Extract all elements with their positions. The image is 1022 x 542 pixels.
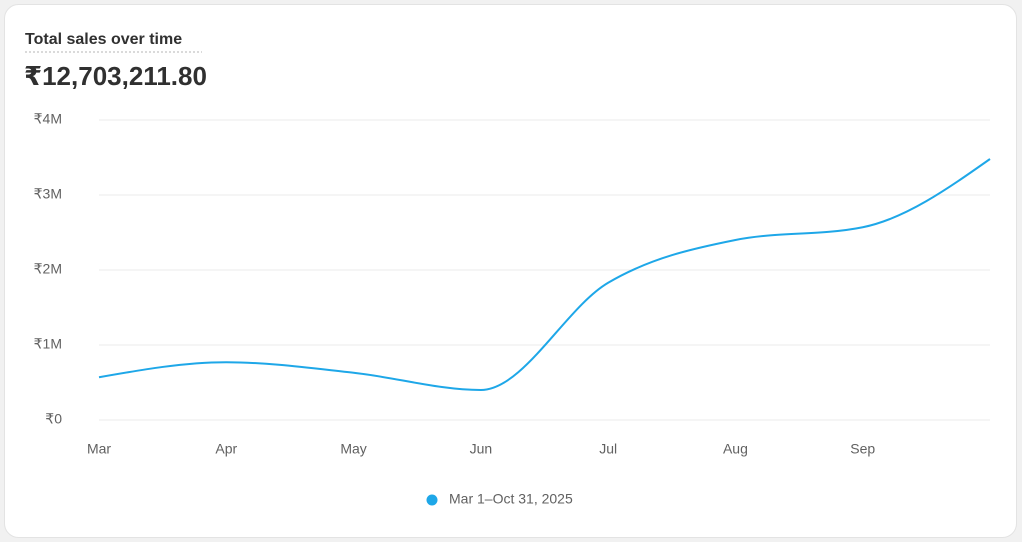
x-tick-label: Jul [599,441,617,457]
y-tick-label: ₹3M [34,186,62,202]
y-tick-label: ₹0 [45,411,62,427]
x-tick-label: Aug [723,441,748,457]
x-tick-label: Mar [87,441,111,457]
card [4,4,1017,538]
x-tick-label: Jun [470,441,493,457]
y-tick-label: ₹4M [34,111,62,127]
x-tick-label: Sep [850,441,875,457]
chart-title: Total sales over time [25,31,182,48]
series-line [98,158,991,391]
y-tick-label: ₹2M [34,261,62,277]
x-tick-label: May [340,441,366,457]
legend-swatch [426,494,438,506]
legend-label: Mar 1–Oct 31, 2025 [449,491,573,507]
y-tick-label: ₹1M [34,336,62,352]
total-value: ₹12,703,211.80 [24,61,207,91]
x-tick-label: Apr [215,441,237,457]
